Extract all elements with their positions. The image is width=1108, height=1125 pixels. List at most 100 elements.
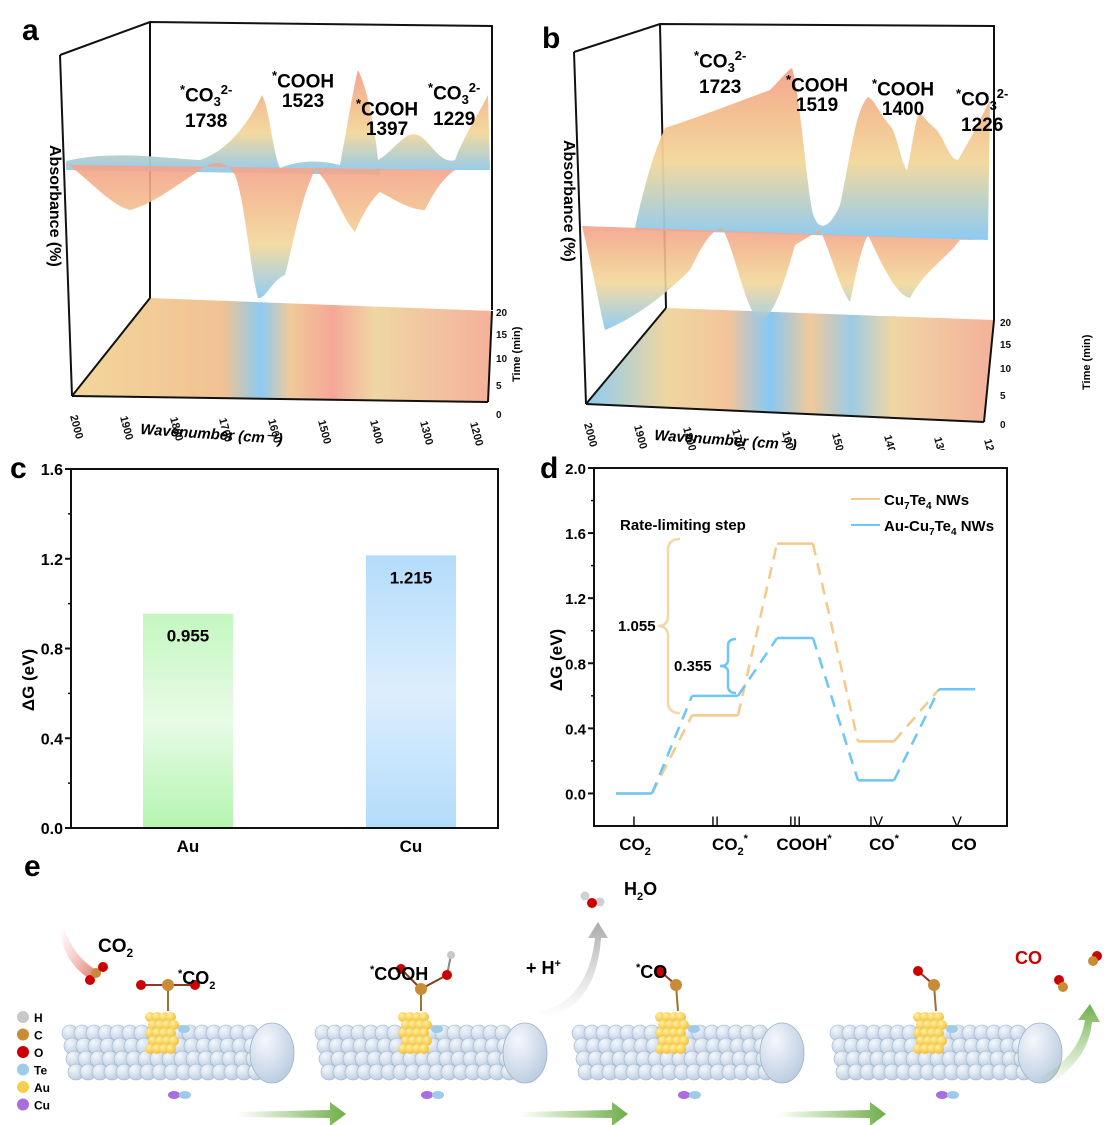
x-tick-label: 1900 — [117, 415, 135, 442]
atom-c — [91, 968, 101, 978]
co2-gas-label: CO2 — [98, 936, 134, 960]
legend-swatch-h — [17, 1011, 29, 1023]
x-tick-label: 1200 — [467, 421, 485, 448]
species-label: CO2 — [619, 835, 651, 858]
adsorbate-co — [670, 979, 682, 991]
y-tick-label: 0.0 — [41, 821, 63, 838]
atom-o — [85, 975, 95, 985]
y-tick-label: 0.0 — [565, 786, 586, 803]
step-label: IV — [869, 813, 883, 830]
legend-label-au-cu7te4: Au-Cu7Te4 NWs — [884, 518, 994, 538]
x-tick-label: 1600 — [779, 430, 797, 450]
nanowire — [571, 966, 805, 1099]
atom-legend: HCO Te Au Cu — [17, 1011, 50, 1113]
nanowire-end-cap — [502, 1022, 548, 1084]
brace-large-label: 1.055 — [618, 618, 656, 635]
y-axis-label-b: Absorbance (%) — [560, 140, 577, 262]
x-tick-label: 1200 — [981, 438, 999, 450]
adsorbate-co2 — [162, 979, 174, 991]
nanowire — [829, 966, 1063, 1099]
transition-line — [736, 543, 779, 716]
z-tick-label: 0 — [1000, 420, 1006, 431]
bar-value-label: 1.215 — [390, 568, 433, 587]
z-tick-label: 5 — [1000, 391, 1006, 402]
x-tick-label: 1700 — [729, 428, 747, 450]
gold-cluster — [913, 1012, 947, 1054]
ads-co2-label: *CO2 — [178, 968, 215, 992]
ir-3d-plot-a: 2000 1900 1800 1700 1600 1500 1400 1300 … — [46, 20, 523, 448]
x-tick-label: 2000 — [581, 422, 599, 449]
x-tick-label: 1900 — [631, 424, 649, 450]
peak-annotation: *CO32- 1738 — [180, 82, 233, 133]
z-axis-label-b: Time (min) — [1081, 334, 1093, 390]
heatmap-floor-a — [72, 298, 492, 402]
brace-small-label: 0.355 — [674, 658, 712, 675]
co-molecule — [1058, 982, 1068, 992]
gold-cluster — [398, 1012, 432, 1054]
water-release-arrow — [540, 922, 608, 1018]
legend-label-o: O — [34, 1046, 43, 1060]
spectrum-surface-a-front — [66, 163, 455, 299]
plot-frame-d — [593, 467, 1008, 827]
x-tick-label: 1800 — [680, 426, 698, 450]
gold-cluster — [145, 1012, 179, 1054]
nanowire — [314, 951, 548, 1099]
nanowire-end-cap — [1017, 1022, 1063, 1084]
x-axis-label-a: Wavenumber (cm⁻¹) — [140, 421, 284, 448]
x-tick-label: Cu — [400, 837, 423, 856]
bar-au — [143, 613, 233, 828]
water-label: H2O — [624, 879, 657, 903]
legend-label-te: Te — [34, 1064, 47, 1078]
legend-label-au: Au — [34, 1081, 50, 1095]
transition-line — [736, 637, 779, 697]
z-tick-label: 10 — [496, 354, 508, 365]
step-label: I — [632, 813, 636, 830]
transition-line — [893, 688, 940, 743]
transition-line — [650, 714, 694, 795]
peak-annotation: *CO32- 1723 — [694, 48, 747, 99]
z-tick-label: 20 — [496, 308, 508, 319]
peak-annotation: *CO32- 1229 — [428, 80, 481, 131]
spectrum-surface-a-back — [66, 70, 490, 175]
z-tick-label: 15 — [1000, 340, 1012, 351]
z-tick-label: 20 — [1000, 318, 1012, 329]
legend-swatch-o — [17, 1046, 29, 1058]
species-label: CO — [951, 835, 977, 854]
adsorbate-co — [928, 979, 940, 991]
peak-annotation: *COOH 1523 — [272, 68, 335, 113]
transition-line — [811, 637, 860, 781]
gold-cluster — [655, 1012, 689, 1054]
legend-label-cu7te4: Cu7Te4 NWs — [884, 492, 969, 512]
panel-label-c: c — [10, 452, 27, 485]
bar-value-label: 0.955 — [167, 627, 210, 646]
ads-co-label: *CO — [636, 962, 667, 982]
water-molecule — [587, 898, 597, 908]
y-tick-label: 2.0 — [565, 461, 586, 478]
x-tick-label: 2000 — [67, 414, 85, 441]
x-tick-label: Au — [177, 837, 200, 856]
z-tick-label: 15 — [496, 330, 508, 341]
nanowire — [61, 979, 295, 1099]
species-label: CO2* — [712, 833, 749, 858]
z-tick-label: 0 — [496, 410, 502, 421]
legend-swatch-c — [17, 1028, 29, 1041]
process-arrows — [238, 1102, 886, 1125]
x-tick-label: 1300 — [417, 420, 435, 447]
transition-line — [892, 688, 941, 781]
peak-annotation: *COOH 1397 — [356, 96, 419, 141]
x-tick-label: 1500 — [315, 419, 333, 446]
legend-label-h: H — [34, 1011, 43, 1025]
y-axis-label-c: ΔG (eV) — [19, 649, 38, 711]
y-tick-label: 0.8 — [41, 642, 63, 659]
z-axis-ticks-b: 20 15 10 5 0 — [1000, 318, 1012, 431]
spectrum-surface-b-front — [582, 226, 983, 330]
step-label: V — [952, 813, 962, 830]
species-label: COOH* — [776, 833, 832, 854]
step-label: II — [711, 813, 719, 830]
z-axis-ticks-a: 20 15 10 5 0 — [496, 308, 508, 421]
transition-line — [650, 695, 694, 794]
heatmap-floor-b — [586, 308, 994, 422]
step-label: III — [789, 813, 802, 830]
peak-annotation: *COOH 1400 — [872, 76, 935, 121]
z-tick-label: 10 — [1000, 364, 1012, 375]
